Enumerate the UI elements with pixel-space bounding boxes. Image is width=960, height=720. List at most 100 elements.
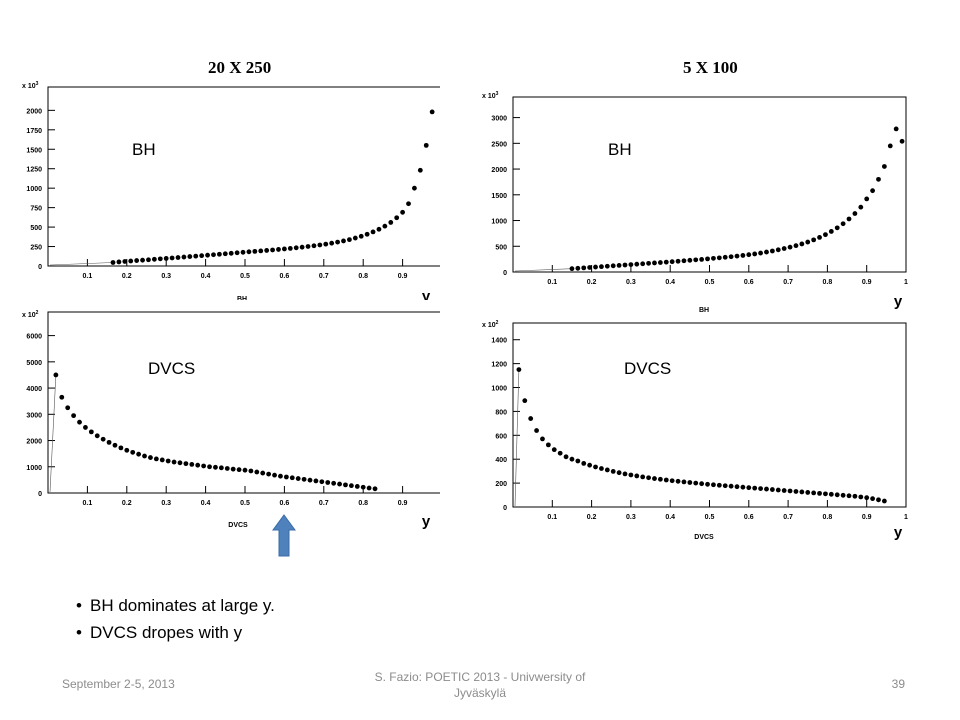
plot-frame — [512, 322, 907, 508]
data-point — [183, 461, 189, 467]
data-point — [604, 263, 610, 269]
data-point — [252, 248, 258, 254]
data-point — [264, 248, 270, 253]
data-point — [187, 254, 193, 259]
data-point — [246, 249, 252, 255]
y-tick-label: 800 — [495, 409, 507, 416]
data-point — [260, 470, 266, 476]
data-point — [157, 256, 163, 262]
data-point — [88, 429, 94, 435]
data-point — [331, 480, 337, 486]
data-point — [177, 460, 183, 466]
y-tick-label: 2000 — [491, 167, 507, 174]
data-point — [764, 486, 769, 492]
heading-5x100: 5 X 100 — [683, 58, 738, 77]
data-point — [193, 253, 199, 259]
data-point — [828, 491, 834, 497]
data-point — [307, 477, 313, 483]
data-point — [687, 257, 693, 263]
data-point — [53, 372, 59, 378]
footer-date: September 2-5, 2013 — [62, 677, 175, 691]
data-point — [376, 226, 382, 232]
data-point — [693, 480, 699, 486]
data-point — [370, 229, 376, 235]
data-point — [59, 394, 65, 400]
data-point — [134, 258, 140, 263]
data-point — [563, 454, 569, 460]
data-point — [382, 223, 388, 229]
y-tick-label: 2500 — [491, 141, 507, 148]
data-point — [522, 398, 528, 404]
data-point — [341, 238, 346, 244]
data-point — [728, 254, 734, 260]
bh-plot-20x250: 0 250 500 750 1000 1250 1500 1750 2000 0.1 0.2 0.3 0… — [22, 81, 440, 300]
data-point — [811, 490, 817, 496]
data-point — [870, 188, 875, 194]
data-point — [823, 232, 828, 238]
data-point — [593, 464, 598, 470]
bullet-item: BH dominates at large y. — [76, 596, 275, 616]
footer-title-line2: Jyväskylä — [453, 686, 506, 700]
x-tick-label: 0.6 — [744, 279, 754, 286]
x-tick-label: 0.8 — [823, 514, 833, 521]
data-point — [394, 215, 400, 221]
data-point — [663, 259, 669, 265]
plot-frame — [512, 96, 907, 273]
x-tick-label: 0.5 — [705, 279, 715, 286]
data-point — [159, 457, 165, 463]
data-point — [616, 470, 622, 476]
data-point — [276, 247, 281, 252]
data-point — [211, 252, 216, 258]
bh-plot-5x100: 0 500 1000 1500 2000 2500 3000 0.1 0.2 0.3 0.4 0.5 0… — [482, 91, 908, 314]
y-tick-label: 0 — [38, 264, 42, 271]
y-tick-label: 1500 — [26, 147, 42, 154]
data-point — [652, 260, 657, 266]
data-point — [775, 247, 781, 253]
y-tick-label: 1000 — [26, 186, 42, 193]
y-tick-label: 3000 — [491, 116, 507, 123]
axis-multiplier: x 103 — [482, 91, 499, 100]
data-point — [781, 488, 787, 493]
y-tick-label: 1000 — [491, 219, 507, 226]
data-point — [343, 482, 348, 488]
x-tick-label: 0.1 — [83, 500, 93, 507]
data-point — [364, 231, 370, 237]
data-point — [216, 251, 222, 257]
plot-frame — [47, 86, 440, 267]
data-point — [646, 260, 651, 266]
data-point — [811, 237, 817, 243]
data-point — [675, 258, 681, 264]
data-point — [640, 474, 646, 480]
x-tick-label: 0.3 — [626, 279, 636, 286]
data-point — [146, 257, 151, 263]
data-point — [846, 493, 852, 499]
data-point — [205, 252, 210, 258]
data-point — [640, 261, 646, 267]
baseline-line — [49, 374, 57, 493]
data-point — [228, 250, 234, 256]
axis-title-y: y — [422, 513, 431, 530]
y-tick-label: 2000 — [26, 439, 42, 446]
data-point — [207, 464, 212, 470]
data-point — [734, 253, 740, 259]
data-point — [148, 455, 153, 460]
x-tick-label: 0.7 — [783, 279, 793, 286]
data-point — [151, 256, 157, 262]
data-point — [652, 476, 657, 481]
data-point — [864, 495, 870, 501]
data-point — [348, 483, 354, 489]
axis-title-y: y — [894, 524, 903, 541]
data-point — [77, 419, 82, 425]
dvcs-plot-5x100: 0 200 400 600 800 1000 1200 1400 0.1 0.2 0.3 0.4 0.5… — [482, 320, 908, 541]
data-point — [699, 481, 705, 487]
x-tick-label: 1 — [904, 279, 908, 286]
y-tick-label: 600 — [495, 433, 507, 440]
data-point — [534, 428, 539, 433]
data-point — [846, 216, 852, 222]
data-point — [817, 490, 822, 496]
data-point — [622, 471, 628, 477]
footer-title: S. Fazio: POETIC 2013 - Univwersity of J… — [330, 669, 630, 701]
axis-multiplier: x 103 — [22, 81, 39, 90]
data-point — [858, 204, 864, 210]
y-tick-label: 400 — [495, 457, 507, 464]
